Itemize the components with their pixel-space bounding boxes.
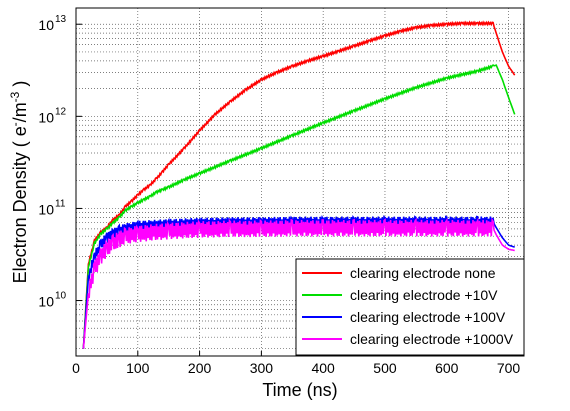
legend-label: clearing electrode +10V	[350, 287, 498, 303]
x-tick-label: 0	[72, 360, 80, 376]
x-tick-label: 200	[188, 360, 212, 376]
y-tick-label: 10	[38, 109, 54, 125]
x-tick-label: 500	[373, 360, 397, 376]
x-tick-label: 400	[311, 360, 335, 376]
legend-label: clearing electrode +1000V	[350, 331, 514, 347]
y-tick-exponent: 11	[55, 198, 66, 209]
series-layer	[82, 20, 516, 349]
series-line	[82, 217, 515, 349]
x-tick-label: 100	[126, 360, 150, 376]
x-tick-label: 700	[497, 360, 521, 376]
y-tick-exponent: 10	[55, 291, 67, 302]
y-tick-label: 10	[38, 294, 54, 310]
x-axis-label: Time (ns)	[262, 380, 337, 400]
y-tick-label: 10	[38, 17, 54, 33]
y-axis-label: Electron Density ( e-/m-3 )	[8, 81, 30, 284]
legend: clearing electrode none clearing electrod…	[295, 258, 525, 356]
legend-label: clearing electrode none	[350, 265, 496, 281]
y-tick-label: 10	[38, 201, 54, 217]
y-tick-exponent: 12	[55, 106, 67, 117]
series-line	[82, 64, 516, 349]
plot-frame	[75, 7, 525, 357]
y-tick-exponent: 13	[55, 14, 67, 25]
x-tick-label: 600	[435, 360, 459, 376]
legend-label: clearing electrode +100V	[350, 309, 506, 325]
series-line	[82, 20, 516, 349]
x-tick-label: 300	[250, 360, 274, 376]
